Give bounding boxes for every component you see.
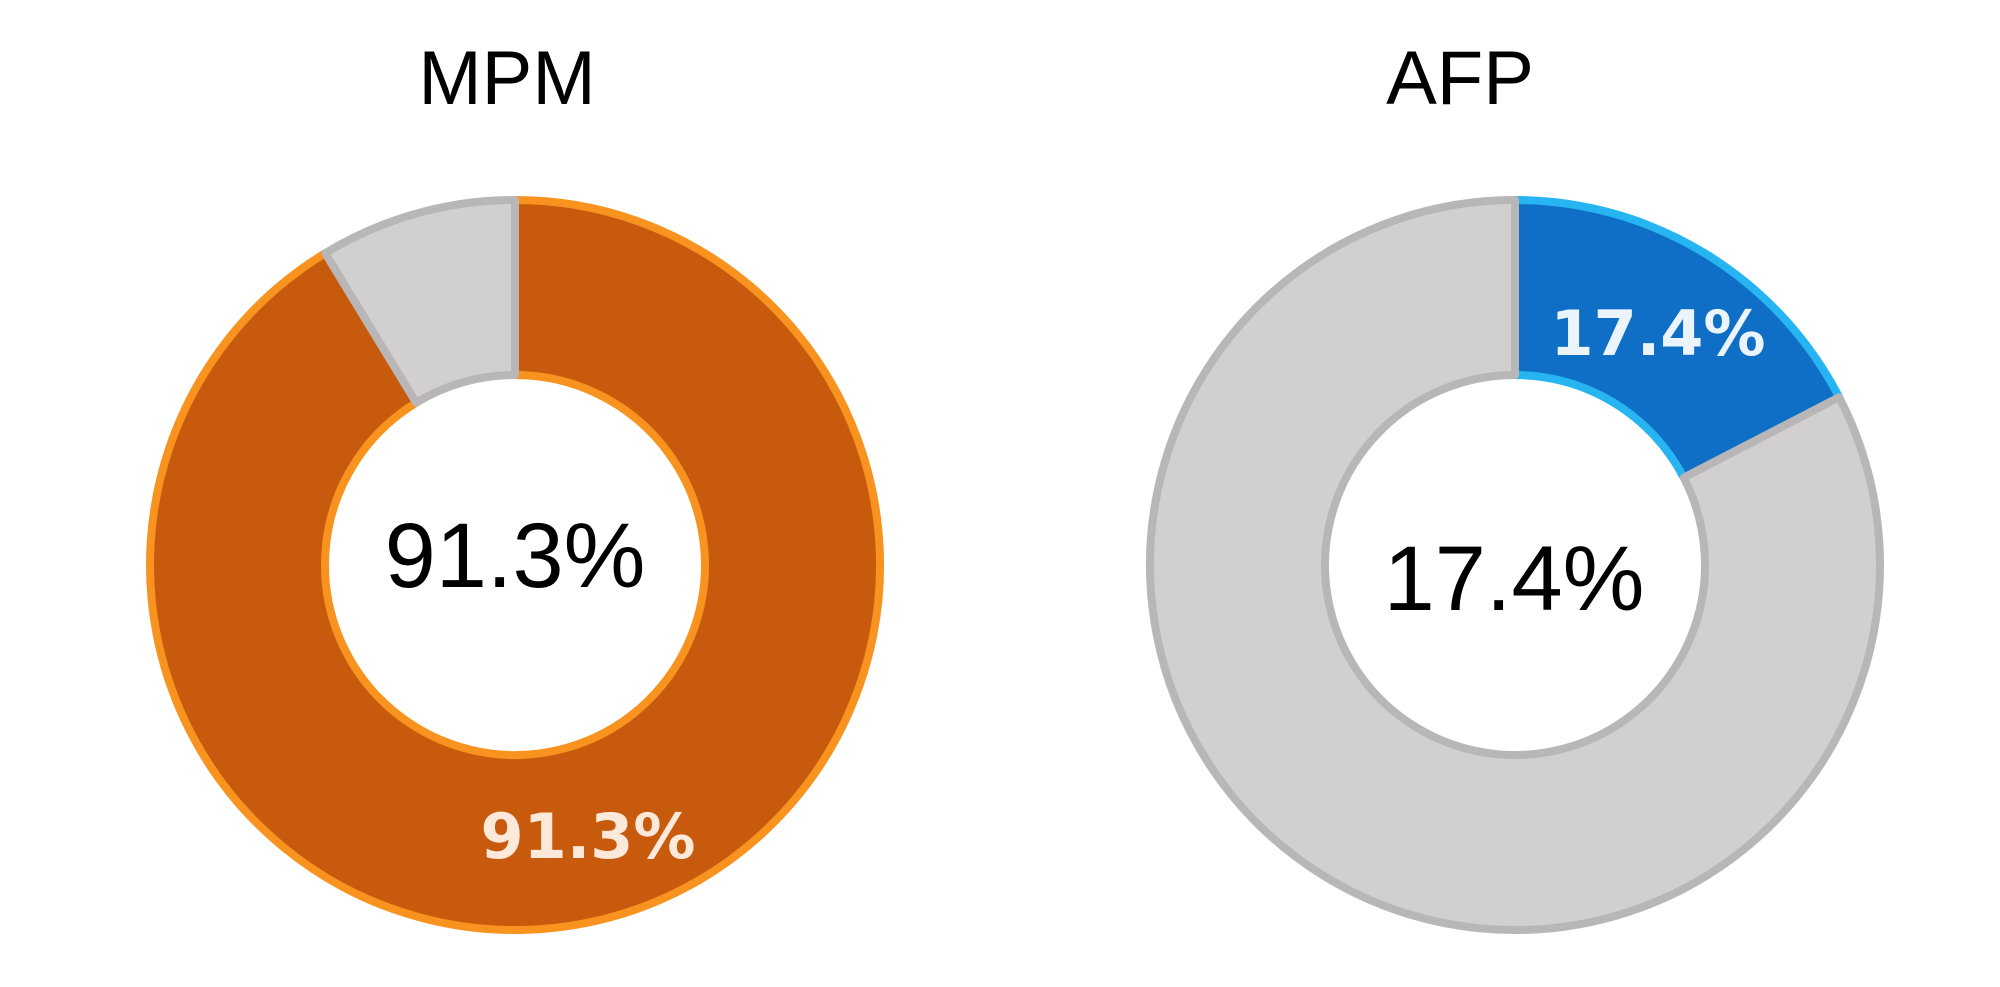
mpm-donut-chart: MPM 91.3% 91.3% (146, 36, 884, 934)
mpm-center-label: 91.3% (385, 505, 646, 607)
afp-chart-title: AFP (1386, 36, 1534, 121)
afp-center-label: 17.4% (1384, 528, 1645, 630)
mpm-slice-0 (146, 196, 884, 934)
mpm-slice-1 (321, 196, 519, 407)
mpm-slice-label: 91.3% (480, 800, 695, 873)
mpm-chart-title: MPM (418, 36, 595, 121)
afp-donut-slices (1146, 196, 1884, 934)
mpm-donut-slices (146, 196, 884, 934)
afp-slice-0 (1511, 196, 1844, 482)
afp-donut-chart: AFP 17.4% 17.4% (1146, 36, 1884, 934)
afp-slice-1 (1146, 196, 1884, 934)
afp-slice-label: 17.4% (1550, 297, 1765, 370)
